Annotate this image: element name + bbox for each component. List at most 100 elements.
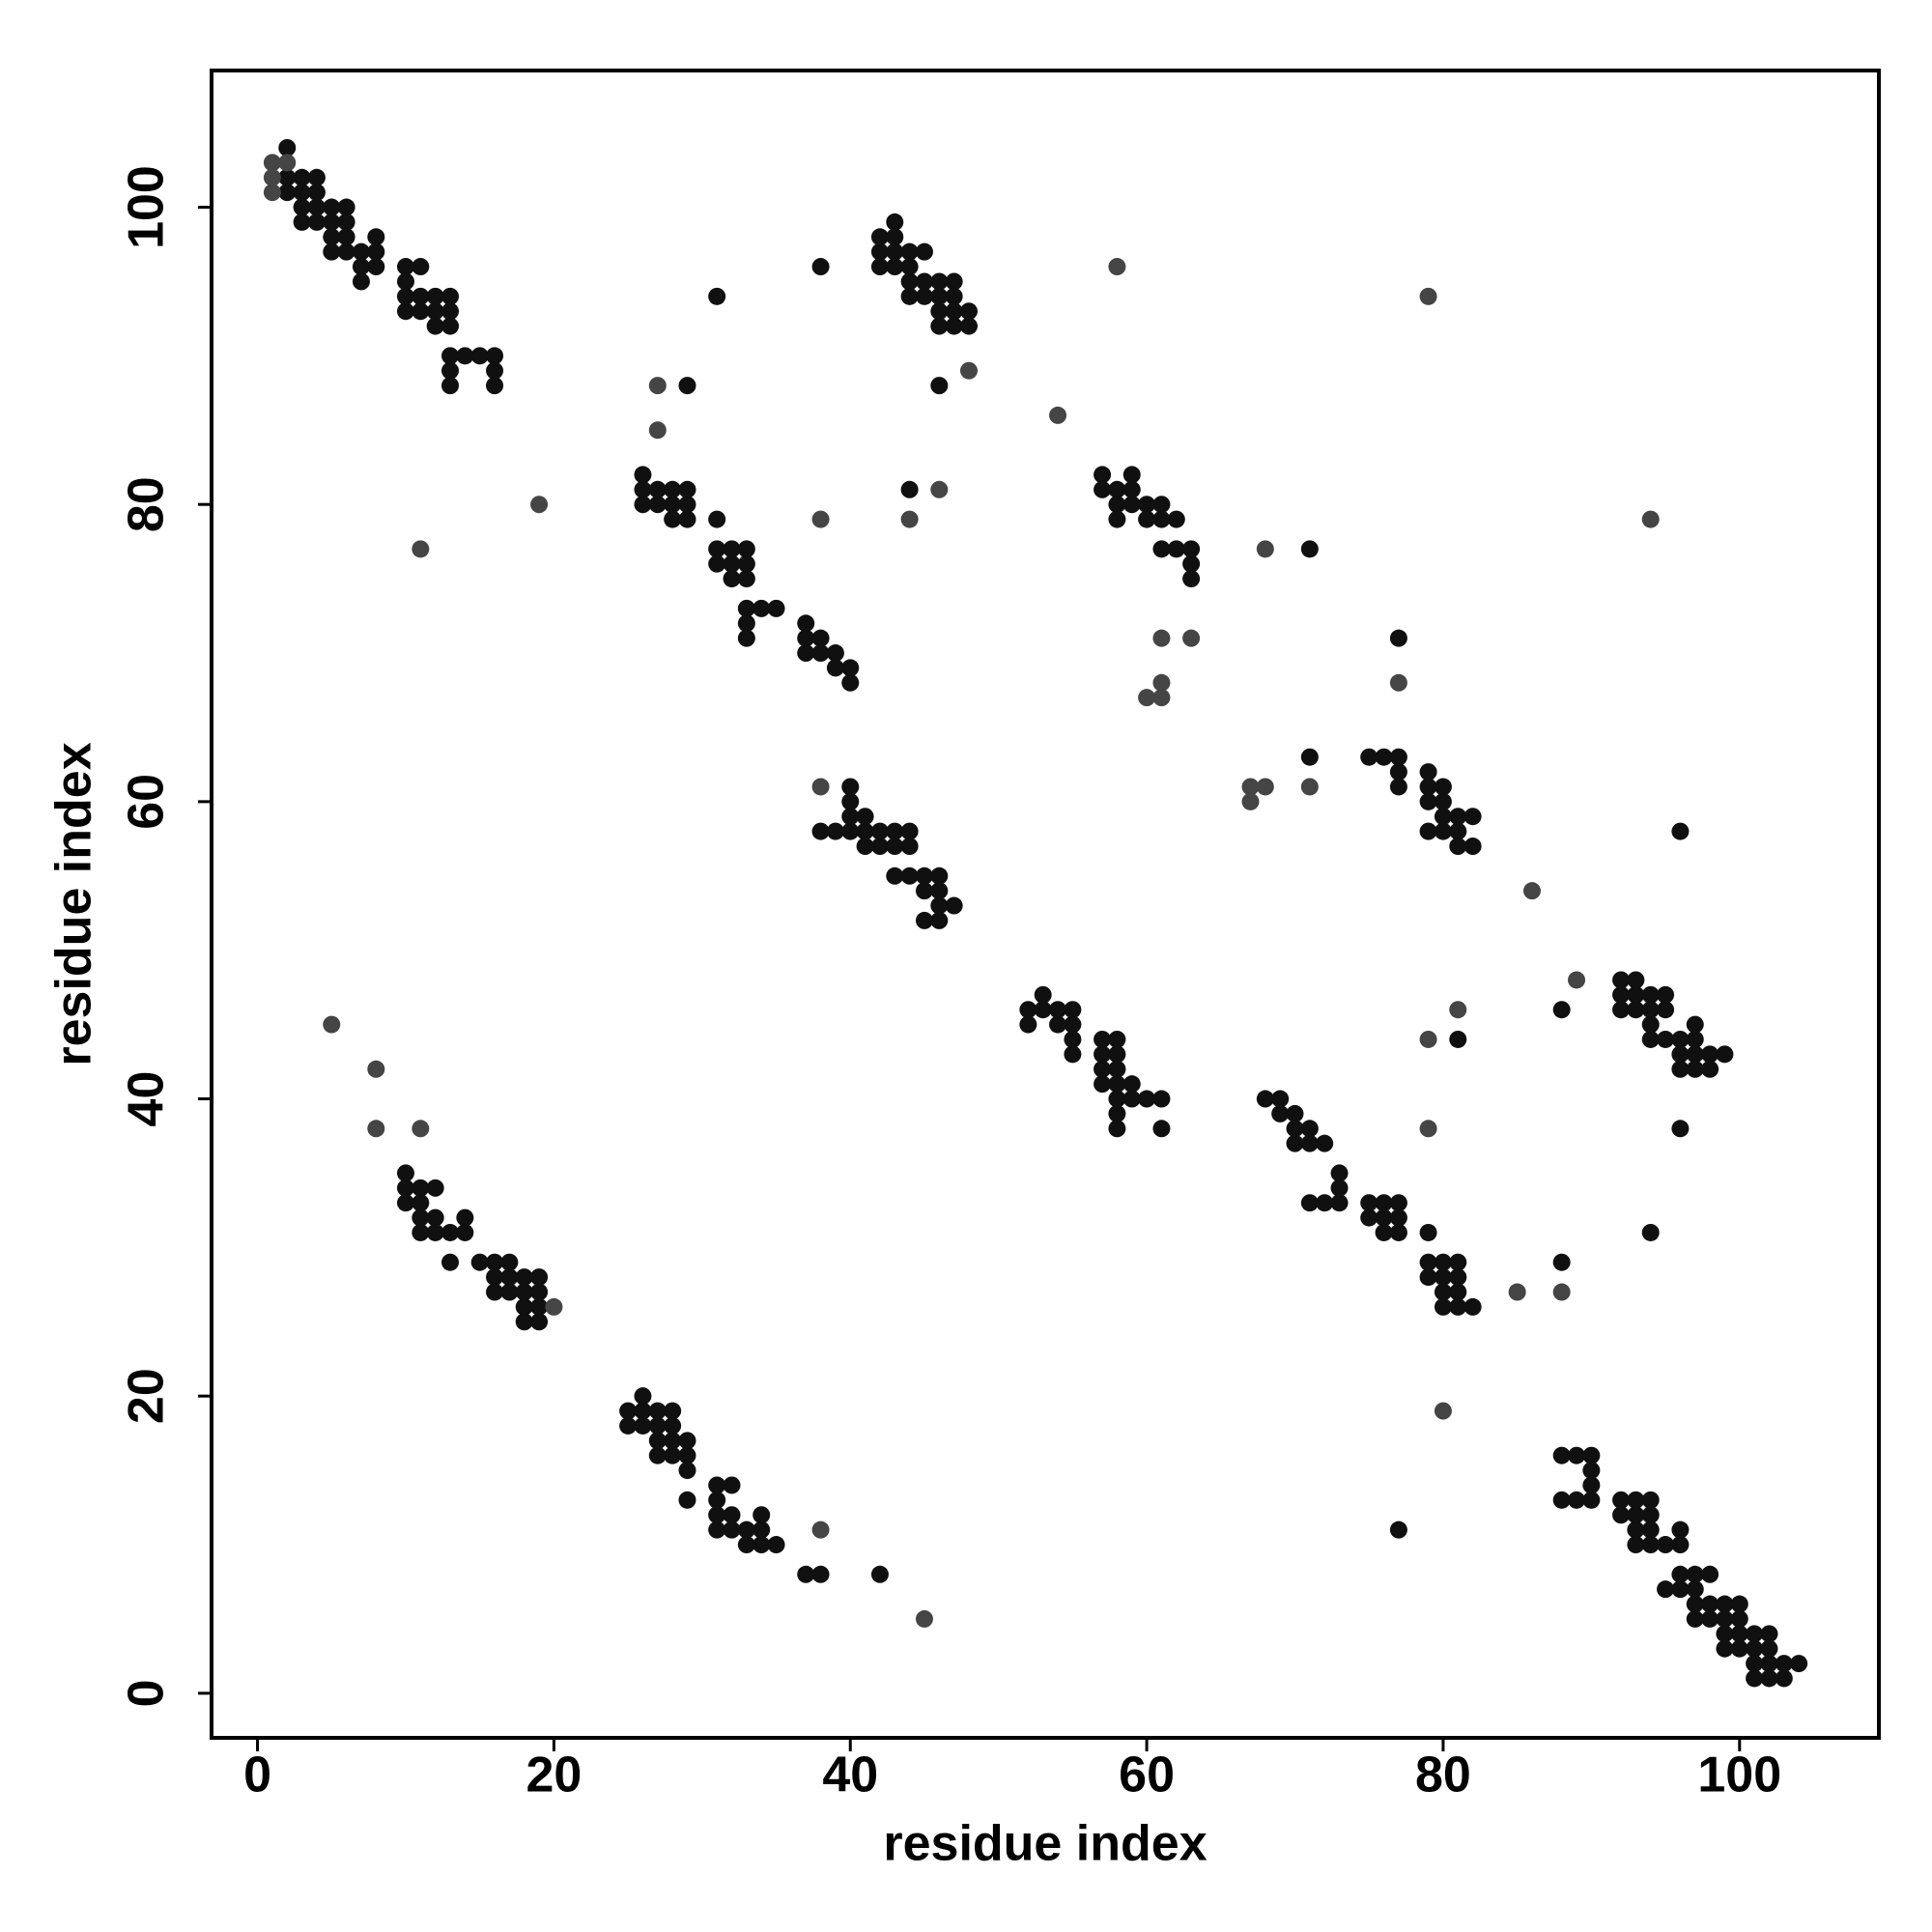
point [1671, 822, 1690, 840]
point [1094, 1045, 1112, 1064]
point [307, 198, 326, 216]
point [634, 1416, 652, 1435]
point [664, 1416, 682, 1435]
point [708, 540, 726, 558]
y-axis-label: residue index [46, 742, 102, 1065]
point [337, 213, 355, 231]
point [856, 838, 874, 856]
x-axis-label: residue index [883, 1816, 1207, 1872]
point [723, 1520, 741, 1539]
point [1138, 689, 1156, 707]
point [1686, 1015, 1704, 1034]
point [1552, 1446, 1571, 1464]
point [1449, 822, 1467, 840]
point [886, 867, 904, 885]
x-tick-label: 80 [1415, 1747, 1471, 1804]
point [856, 808, 874, 826]
point [1375, 1223, 1393, 1241]
point [723, 540, 741, 558]
point [441, 347, 460, 365]
point [426, 317, 444, 335]
point [1449, 1297, 1467, 1316]
point [811, 258, 830, 276]
point [1241, 778, 1260, 796]
point [456, 347, 474, 365]
point [441, 302, 460, 321]
point [648, 1432, 667, 1450]
point [959, 361, 978, 380]
point [1552, 1253, 1571, 1271]
point [915, 287, 933, 305]
point [634, 1402, 652, 1420]
point [664, 480, 682, 498]
point [1108, 480, 1126, 498]
point [1419, 763, 1437, 781]
point [1167, 540, 1185, 558]
point [396, 302, 414, 321]
point [1671, 1536, 1690, 1554]
point [1389, 1194, 1407, 1212]
point [1034, 985, 1052, 1004]
point [900, 272, 919, 291]
point [1671, 1580, 1690, 1599]
point [886, 213, 904, 231]
point [1701, 1609, 1719, 1628]
point [1522, 882, 1541, 900]
point [959, 302, 978, 321]
point [1389, 778, 1407, 796]
point [1686, 1609, 1704, 1628]
point [1300, 540, 1319, 558]
point [1034, 1001, 1052, 1019]
point [293, 184, 311, 202]
point [648, 1446, 667, 1464]
point [263, 184, 281, 202]
x-tick-label: 40 [822, 1747, 878, 1804]
point [1389, 673, 1407, 692]
point [1389, 748, 1407, 766]
point [1300, 1120, 1319, 1138]
point [1434, 1283, 1452, 1301]
point [1122, 1075, 1141, 1094]
point [1419, 1030, 1437, 1048]
point [1256, 540, 1274, 558]
point [634, 466, 652, 484]
point [708, 1476, 726, 1494]
point [1760, 1639, 1778, 1658]
point [664, 1446, 682, 1464]
point [664, 510, 682, 528]
x-tick-label: 60 [1119, 1747, 1175, 1804]
point [486, 1253, 504, 1271]
point [426, 1223, 444, 1241]
point [1330, 1194, 1349, 1212]
point [337, 228, 355, 246]
point [870, 838, 889, 856]
point [1316, 1194, 1334, 1212]
point [1686, 1580, 1704, 1599]
point [811, 1565, 830, 1583]
point [1182, 570, 1201, 588]
point [648, 496, 667, 514]
point [1286, 1120, 1304, 1138]
point [634, 496, 652, 514]
point [737, 599, 755, 617]
point [1300, 1194, 1319, 1212]
point [945, 272, 963, 291]
y-tick-label: 20 [119, 1368, 175, 1424]
point [648, 421, 667, 440]
point [1746, 1639, 1764, 1658]
point [1657, 1001, 1675, 1019]
point [1316, 1134, 1334, 1152]
point [1449, 808, 1467, 826]
point [811, 822, 830, 840]
point [1122, 1090, 1141, 1108]
point [441, 1223, 460, 1241]
point [1330, 1164, 1349, 1182]
point [870, 1565, 889, 1583]
point [930, 911, 949, 929]
point [1064, 1001, 1082, 1019]
point [1716, 1595, 1734, 1613]
point [396, 1194, 414, 1212]
point [664, 1402, 682, 1420]
point [441, 361, 460, 380]
